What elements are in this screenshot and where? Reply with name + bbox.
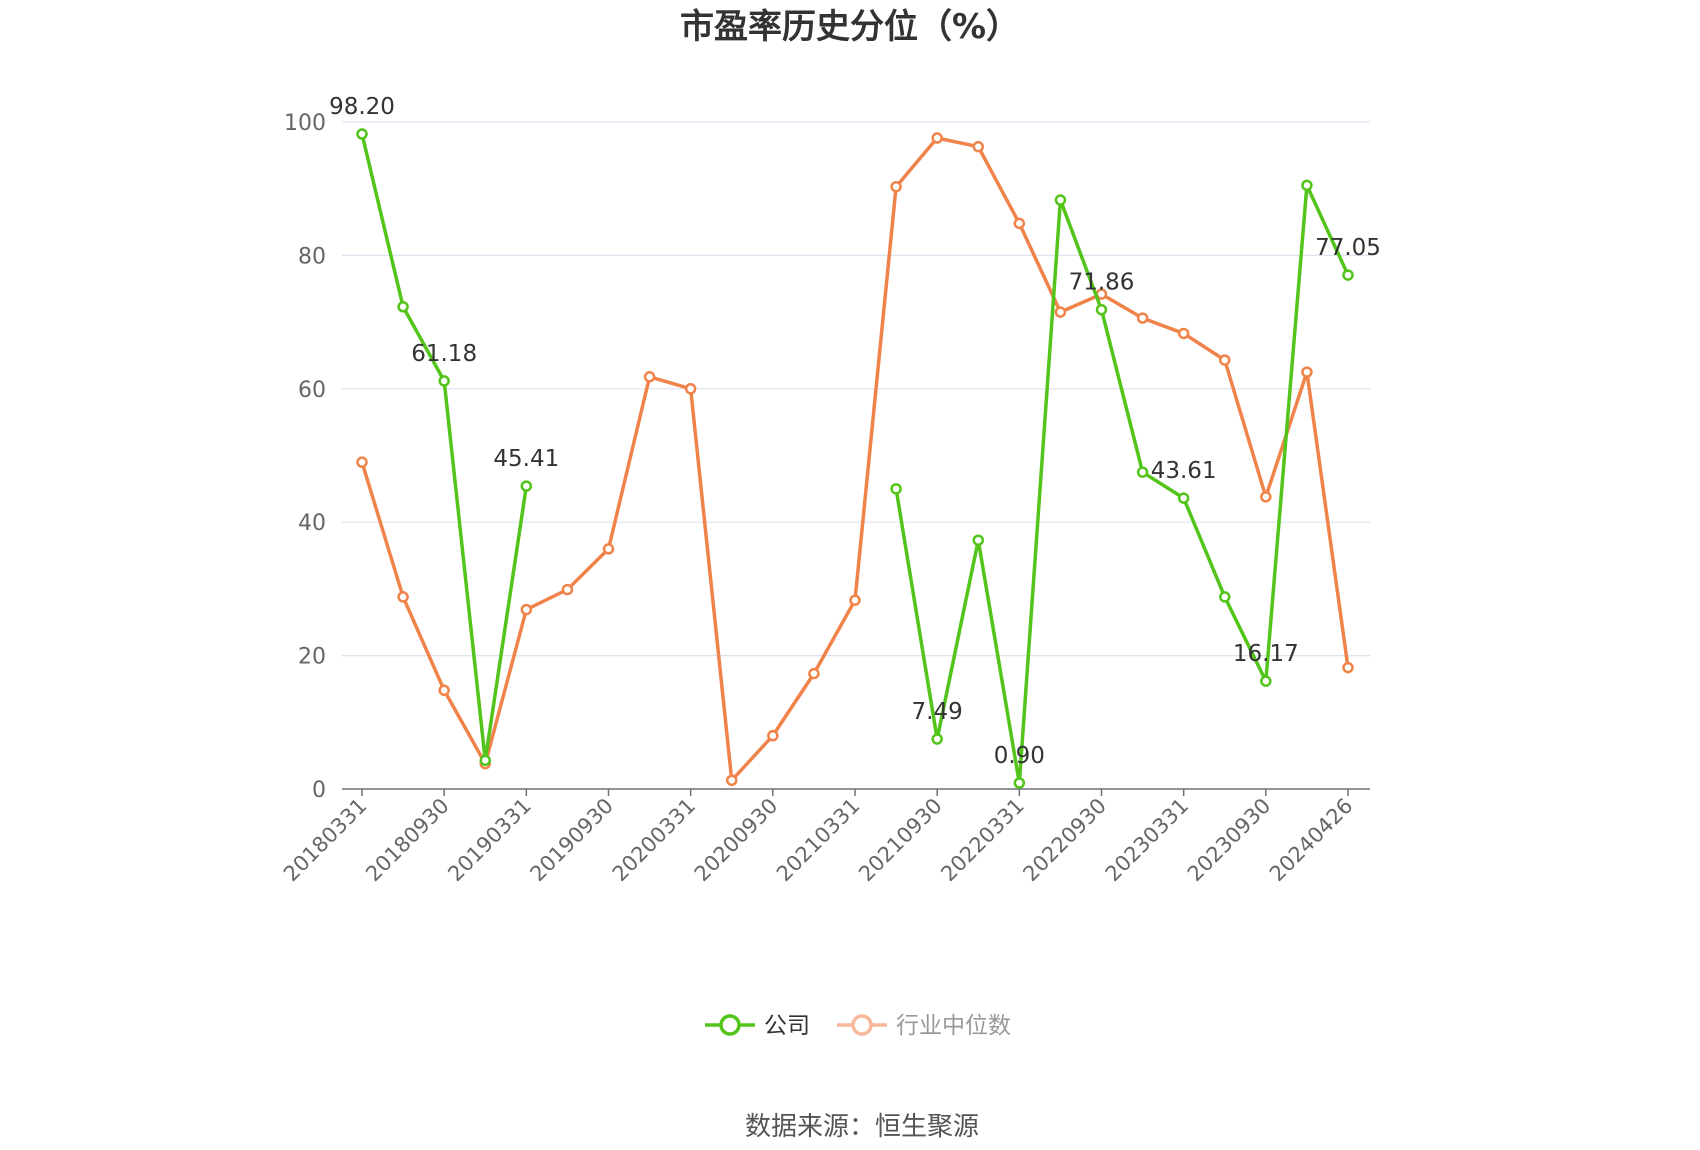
data-point-company	[931, 733, 943, 745]
y-tick-label: 100	[284, 111, 326, 136]
legend-company-marker	[719, 1014, 741, 1036]
data-point-company	[479, 754, 491, 767]
data-point-industry	[438, 684, 450, 697]
data-label: 16.17	[1233, 641, 1299, 667]
data-label: 43.61	[1151, 458, 1217, 484]
legend-industry-label: 行业中位数	[896, 1013, 1011, 1039]
data-label: 0.90	[994, 743, 1045, 769]
y-tick-label: 40	[298, 511, 326, 536]
data-point-company	[1177, 492, 1190, 504]
data-point-industry	[1219, 354, 1231, 366]
data-point-industry	[1342, 661, 1354, 674]
data-point-company	[1136, 466, 1149, 478]
legend-company-label: 公司	[764, 1013, 810, 1039]
data-label: 61.18	[411, 341, 477, 367]
data-point-industry	[767, 729, 779, 742]
x-tick-label: 20220930	[1018, 794, 1111, 887]
data-point-company	[1260, 675, 1272, 687]
data-point-company	[397, 301, 409, 313]
data-point-company	[1342, 269, 1354, 281]
data-point-company	[1219, 591, 1231, 603]
data-point-industry	[602, 543, 615, 555]
x-tick-label: 20180331	[279, 794, 372, 887]
data-label: 98.20	[329, 94, 395, 120]
x-tick-label: 20230930	[1183, 794, 1276, 887]
data-point-industry	[931, 132, 943, 144]
x-tick-label: 20180930	[361, 794, 454, 887]
y-tick-label: 60	[298, 378, 326, 403]
data-point-industry	[849, 594, 861, 606]
data-point-company	[1054, 194, 1067, 206]
data-point-company	[972, 534, 984, 546]
data-point-industry	[684, 383, 697, 395]
data-label: 45.41	[493, 446, 559, 472]
data-point-company	[1095, 303, 1108, 316]
x-tick-label: 20210331	[772, 794, 865, 887]
data-point-company	[438, 375, 450, 387]
data-point-industry	[1013, 217, 1026, 230]
data-point-industry	[808, 667, 820, 680]
data-label: 71.86	[1069, 270, 1135, 296]
data-point-industry	[1054, 306, 1067, 318]
data-point-industry	[890, 180, 902, 193]
data-point-industry	[356, 456, 368, 468]
x-tick-label: 20240426	[1265, 794, 1358, 887]
x-tick-label: 20190930	[525, 794, 618, 887]
x-tick-label: 20200930	[690, 794, 783, 887]
data-point-industry	[1260, 491, 1272, 503]
x-tick-label: 20200331	[608, 794, 701, 887]
data-point-company	[356, 128, 368, 140]
data-point-company	[1013, 777, 1026, 789]
data-point-industry	[972, 140, 984, 153]
data-point-company	[520, 480, 533, 492]
data-point-industry	[1301, 366, 1313, 378]
x-tick-label: 20220331	[936, 794, 1029, 887]
data-label: 7.49	[912, 699, 963, 725]
data-point-company	[1301, 179, 1313, 192]
legend-industry-marker	[851, 1014, 873, 1036]
source-note: 数据来源：恒生聚源	[745, 1112, 979, 1142]
x-tick-label: 20230331	[1101, 794, 1194, 887]
data-point-company	[890, 483, 902, 495]
data-point-industry	[520, 603, 533, 616]
data-point-industry	[397, 591, 409, 603]
data-point-industry	[1177, 327, 1190, 340]
data-point-industry	[643, 371, 656, 383]
y-tick-label: 80	[298, 244, 326, 269]
x-tick-label: 20210930	[854, 794, 947, 887]
data-label: 77.05	[1315, 235, 1381, 261]
data-point-industry	[561, 583, 574, 596]
data-point-industry	[1136, 312, 1149, 324]
series-line-company	[894, 183, 1350, 785]
data-point-industry	[726, 774, 738, 787]
chart-title: 市盈率历史分位（%）	[680, 7, 1020, 47]
x-tick-label: 20190331	[443, 794, 536, 887]
y-tick-label: 0	[312, 778, 326, 803]
y-tick-label: 20	[298, 645, 326, 670]
